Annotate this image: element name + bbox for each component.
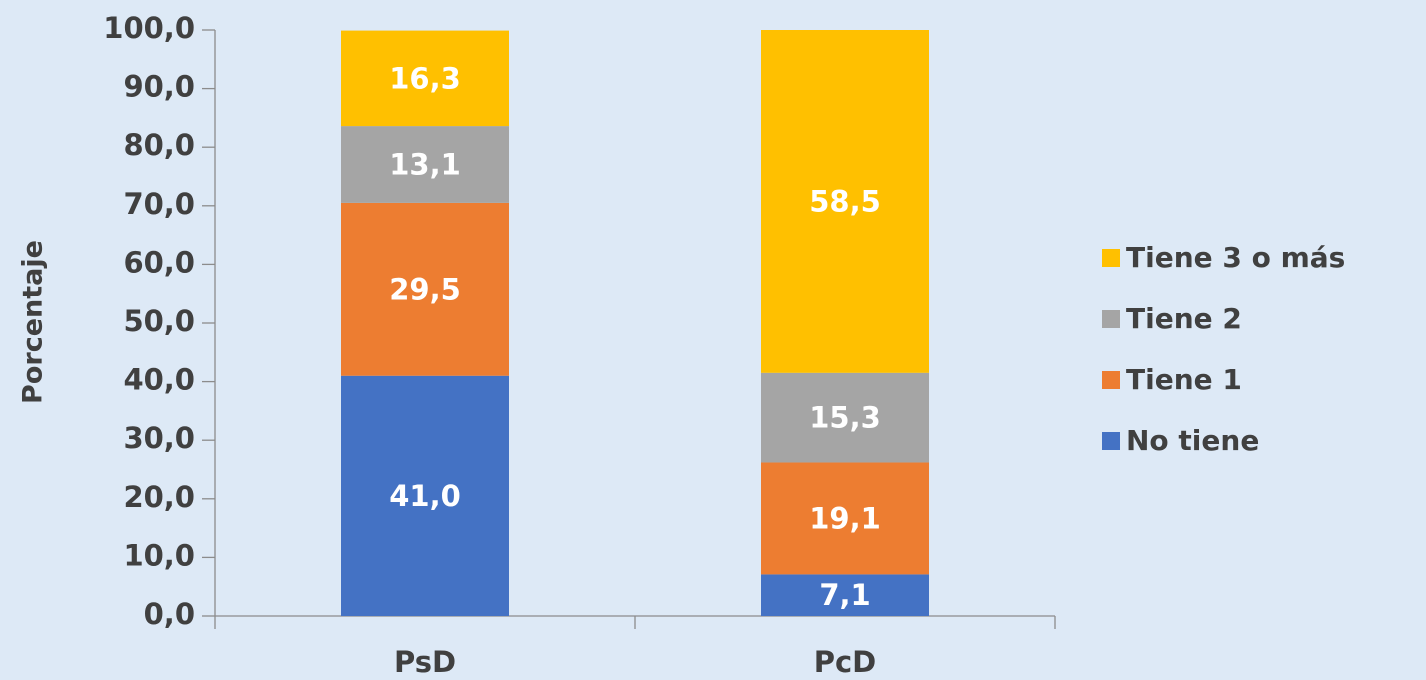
data-label: 15,3 xyxy=(809,401,881,435)
y-tick-label: 100,0 xyxy=(103,11,195,45)
y-tick-label: 90,0 xyxy=(123,70,195,104)
legend-label: Tiene 1 xyxy=(1126,363,1242,396)
bar-segment xyxy=(341,375,509,616)
legend-swatch xyxy=(1102,371,1120,389)
data-label: 19,1 xyxy=(809,501,881,535)
y-tick-label: 80,0 xyxy=(123,128,195,162)
legend-label: Tiene 2 xyxy=(1126,302,1242,335)
bar-segment xyxy=(761,574,929,616)
legend-swatch xyxy=(1102,432,1120,450)
bar-segment xyxy=(761,462,929,575)
y-tick-label: 0,0 xyxy=(144,597,195,631)
legend-swatch xyxy=(1102,249,1120,267)
legend-swatch xyxy=(1102,310,1120,328)
bar-segment xyxy=(341,202,509,376)
data-label: 58,5 xyxy=(809,184,881,218)
data-label: 41,0 xyxy=(389,479,461,513)
data-label: 29,5 xyxy=(389,272,461,306)
y-tick-label: 60,0 xyxy=(123,245,195,279)
x-tick-label: PcD xyxy=(814,645,877,679)
y-tick-label: 20,0 xyxy=(123,480,195,514)
x-tick-label: PsD xyxy=(394,645,456,679)
data-label: 7,1 xyxy=(819,578,870,612)
data-label: 16,3 xyxy=(389,61,461,95)
y-axis-title: Porcentaje xyxy=(18,240,49,404)
legend-label: No tiene xyxy=(1126,424,1259,457)
bar-segment xyxy=(341,30,509,127)
y-tick-label: 50,0 xyxy=(123,304,195,338)
legend-label: Tiene 3 o más xyxy=(1126,241,1345,274)
bar-segment xyxy=(341,126,509,203)
y-tick-label: 30,0 xyxy=(123,421,195,455)
y-tick-label: 10,0 xyxy=(123,538,195,572)
bar-segment xyxy=(761,372,929,463)
y-tick-label: 70,0 xyxy=(123,187,195,221)
data-label: 13,1 xyxy=(389,147,461,181)
y-tick-label: 40,0 xyxy=(123,363,195,397)
bar-segment xyxy=(761,30,929,373)
